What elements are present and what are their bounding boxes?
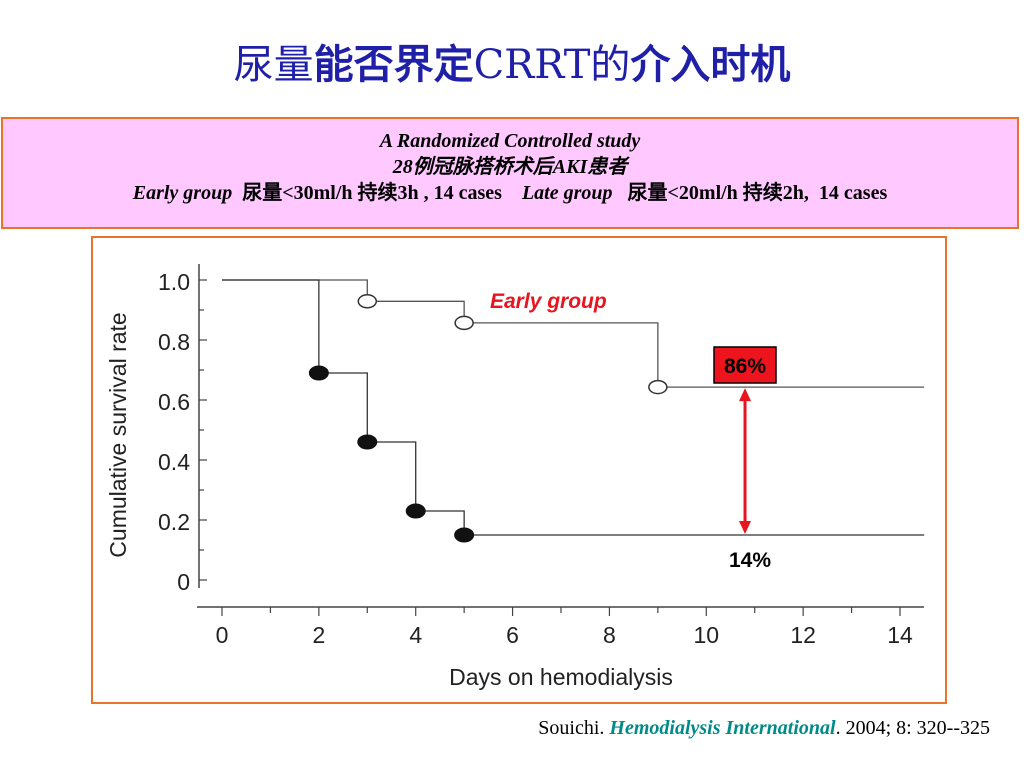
- x-tick-label: 14: [887, 622, 913, 648]
- annotation-86-box: [713, 346, 777, 384]
- x-tick-label: 0: [216, 622, 229, 648]
- early-group-survival-line: [222, 279, 925, 388]
- early-group-point: [357, 294, 378, 309]
- early-group-criteria: 尿量<30ml/h 持续3h , 14 cases: [232, 182, 522, 204]
- late-group-survival-line: [222, 279, 925, 536]
- x-tick-label: 10: [693, 622, 719, 648]
- difference-arrow-head-down: [739, 521, 752, 534]
- title-part-2: 能否界定: [313, 41, 474, 88]
- study-groups-text: Early group 尿量<30ml/h 持续3h , 14 cases La…: [3, 180, 1017, 206]
- study-info-box: A Randomized Controlled study 28例冠脉搭桥术后A…: [1, 117, 1019, 229]
- study-population-text: 28例冠脉搭桥术后AKI患者: [392, 156, 628, 178]
- annotation-14-label: 14%: [729, 549, 771, 572]
- annotation-86-label: 86%: [724, 355, 766, 378]
- x-tick-label: 12: [790, 622, 816, 648]
- title-part-4: 的: [590, 42, 631, 88]
- y-tick-label: 0.2: [158, 509, 190, 535]
- x-tick-label: 2: [312, 622, 325, 648]
- early-group-label: Early group: [132, 182, 233, 204]
- survival-chart: 0 0.2 0.4 0.6 0.8 1.0 0 2 4 6 8 10 12 14 Days on hemod…: [105, 264, 925, 690]
- title-part-1: 尿量: [233, 42, 314, 88]
- difference-arrow-head-up: [739, 388, 752, 402]
- citation-author: Souichi.: [538, 717, 610, 739]
- title-part-5: 介入时机: [630, 41, 791, 88]
- early-group-point: [648, 379, 668, 395]
- x-tick-label: 6: [506, 622, 519, 648]
- late-group-point: [405, 503, 426, 519]
- y-tick-label: 1.0: [158, 269, 190, 295]
- early-group-point: [454, 315, 474, 331]
- y-axis-label: Cumulative survival rate: [105, 312, 131, 557]
- late-group-point: [357, 434, 378, 450]
- x-tick-label: 4: [409, 622, 422, 648]
- early-group-series-label: Early group: [490, 290, 607, 313]
- x-axis-label: Days on hemodialysis: [449, 664, 673, 690]
- y-tick-label: 0.4: [158, 449, 190, 475]
- y-tick-label: 0: [177, 569, 190, 595]
- late-group-point: [308, 365, 329, 381]
- citation: Souichi. Hemodialysis International. 200…: [538, 717, 990, 740]
- citation-details: . 2004; 8: 320--325: [835, 717, 990, 739]
- page-title: 尿量能否界定CRRT的介入时机: [0, 41, 1024, 89]
- x-tick-label: 8: [603, 622, 616, 648]
- late-group-criteria: 尿量<20ml/h 持续2h, 14 cases: [612, 182, 888, 204]
- study-design-text: A Randomized Controlled study: [379, 130, 641, 152]
- late-group-point: [454, 527, 475, 543]
- y-tick-label: 0.8: [158, 329, 190, 355]
- chart-frame: 0 0.2 0.4 0.6 0.8 1.0 0 2 4 6 8 10 12 14 Days on hemod…: [91, 236, 947, 704]
- y-tick-label: 0.6: [158, 389, 190, 415]
- title-part-3: CRRT: [473, 42, 591, 88]
- citation-journal: Hemodialysis International: [609, 717, 836, 739]
- late-group-label: Late group: [521, 182, 613, 204]
